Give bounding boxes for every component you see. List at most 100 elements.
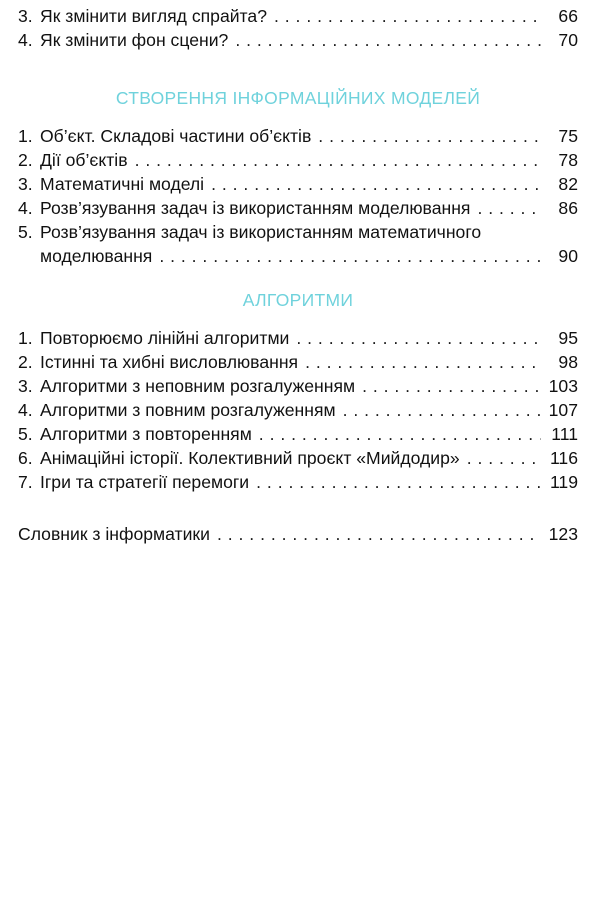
toc-entry-title: Математичні моделі [40, 174, 205, 194]
toc-entry-page: 111 [551, 424, 578, 444]
toc-entry-page: 66 [558, 6, 578, 26]
toc-entry-number: 7. [18, 472, 33, 492]
toc-entry-number: 3. [18, 174, 33, 194]
toc-entry-body: Ігри та стратегії перемоги 119 [40, 470, 578, 494]
dot-leader [305, 354, 541, 372]
toc-entry[interactable]: 3. Математичні моделі 82 [18, 172, 578, 196]
toc-entry[interactable]: 6. Анімаційні історії. Колективний проєк… [18, 446, 578, 470]
toc-entry-number: 4. [18, 198, 33, 218]
toc-entry[interactable]: 5. Алгоритми з повторенням 111 [18, 422, 578, 446]
section-heading: СТВОРЕННЯ ІНФОРМАЦІЙНИХ МОДЕЛЕЙ [115, 88, 481, 108]
toc-entry-page: 78 [558, 150, 578, 170]
dot-leader [477, 200, 541, 218]
toc-entry[interactable]: 4. Як змінити фон сцени? 70 [18, 28, 578, 52]
toc-entry-title: Анімаційні історії. Колективний проєкт «… [40, 448, 460, 468]
toc-entry-title: Ігри та стратегії перемоги [40, 472, 250, 492]
toc-entry-body: Об’єкт. Складові частини об’єктів 75 [40, 124, 578, 148]
toc-entry-page: 95 [558, 328, 578, 348]
toc-entry-glossary[interactable]: Словник з інформатики 123 [18, 522, 578, 546]
toc-entry-body: Анімаційні історії. Колективний проєкт «… [40, 446, 578, 470]
toc-entry[interactable]: 3. Як змінити вигляд спрайта? 66 [18, 4, 578, 28]
toc-entry[interactable]: 1. Об’єкт. Складові частини об’єктів 75 [18, 124, 578, 148]
toc-entry-body: Алгоритми з повторенням 111 [40, 422, 578, 446]
toc-entry-number: 5. [18, 222, 33, 242]
toc-entry-title: Словник з інформатики [18, 524, 210, 544]
dot-leader [343, 402, 541, 420]
dot-leader [135, 152, 541, 170]
toc-entry-body: Розв’язування задач із використанням мод… [40, 196, 578, 220]
toc-entry-title-continued: моделювання [40, 246, 153, 266]
dot-leader [467, 450, 541, 468]
toc-entry-number: 3. [18, 6, 33, 26]
dot-leader [259, 426, 541, 444]
heading-spacer [18, 311, 578, 326]
toc-entry-body: Математичні моделі 82 [40, 172, 578, 196]
toc-entry-title: Алгоритми з неповним розгалуженням [40, 376, 356, 396]
toc-entry-number: 4. [18, 400, 33, 420]
toc-entry-number: 1. [18, 328, 33, 348]
toc-entry[interactable]: 3. Алгоритми з неповним розгалуженням 10… [18, 374, 578, 398]
section-spacer [18, 268, 578, 290]
toc-entry-body: Словник з інформатики 123 [18, 522, 578, 546]
dot-leader [274, 8, 541, 26]
toc-entry-page: 70 [558, 30, 578, 50]
toc-entry-title: Алгоритми з повним розгалуженням [40, 400, 336, 420]
toc-entry-line-2: моделювання 90 [18, 244, 578, 268]
toc-entry-page: 116 [549, 448, 578, 468]
toc-group-continued: 3. Як змінити вигляд спрайта? 66 4. Як з… [18, 4, 578, 52]
toc-entry-title: Дії об’єктів [40, 150, 128, 170]
toc-entry-title: Розв’язування задач із використанням мод… [40, 198, 471, 218]
toc-entry-line-1: 5. Розв’язування задач із використанням … [18, 220, 578, 244]
toc-entry[interactable]: 2. Дії об’єктів 78 [18, 148, 578, 172]
dot-leader [362, 378, 541, 396]
toc-entry-page: 103 [548, 376, 578, 396]
toc-entry[interactable]: 4. Алгоритми з повним розгалуженням 107 [18, 398, 578, 422]
dot-leader [211, 176, 541, 194]
section-heading: АЛГОРИТМИ [242, 290, 354, 310]
toc-entry-page: 98 [558, 352, 578, 372]
toc-entry-page: 119 [549, 472, 578, 492]
toc-entry-title: Повторюємо лінійні алгоритми [40, 328, 290, 348]
toc-group: 1. Об’єкт. Складові частини об’єктів 75 … [18, 124, 578, 268]
toc-entry-body: Алгоритми з повним розгалуженням 107 [40, 398, 578, 422]
toc-entry-title: Об’єкт. Складові частини об’єктів [40, 126, 312, 146]
toc-entry-page: 86 [558, 198, 578, 218]
toc-entry-body: Як змінити фон сцени? 70 [40, 28, 578, 52]
toc-section-algorithms: АЛГОРИТМИ 1. Повторюємо лінійні алгоритм… [18, 290, 578, 494]
toc-group: 1. Повторюємо лінійні алгоритми 95 2. Іс… [18, 326, 578, 494]
toc-entry-number: 5. [18, 424, 33, 444]
toc-entry-body: Дії об’єктів 78 [40, 148, 578, 172]
dot-leader [217, 526, 541, 544]
dot-leader [159, 248, 541, 266]
toc-entry-page: 123 [548, 524, 578, 544]
toc-entry-number: 2. [18, 352, 33, 372]
toc-entry-body: Алгоритми з неповним розгалуженням 103 [40, 374, 578, 398]
toc-entry-page: 107 [548, 400, 578, 420]
toc-entry-page: 90 [558, 246, 578, 266]
toc-entry-title: Розв’язування задач із використанням мат… [40, 222, 482, 242]
toc-entry-body: Повторюємо лінійні алгоритми 95 [40, 326, 578, 350]
dot-leader [296, 330, 541, 348]
dot-leader [256, 474, 541, 492]
toc-entry-title: Як змінити вигляд спрайта? [40, 6, 267, 26]
toc-entry-title: Алгоритми з повторенням [40, 424, 252, 444]
dot-leader [235, 32, 541, 50]
toc-section-informational-models: СТВОРЕННЯ ІНФОРМАЦІЙНИХ МОДЕЛЕЙ 1. Об’єк… [18, 88, 578, 268]
toc-entry[interactable]: 5. Розв’язування задач із використанням … [18, 220, 578, 268]
toc-entry[interactable]: 4. Розв’язування задач із використанням … [18, 196, 578, 220]
toc-entry[interactable]: 1. Повторюємо лінійні алгоритми 95 [18, 326, 578, 350]
toc-entry-title: Істинні та хибні висловлювання [40, 352, 299, 372]
toc-entry-number: 4. [18, 30, 33, 50]
toc-entry[interactable]: 2. Істинні та хибні висловлювання 98 [18, 350, 578, 374]
heading-spacer [18, 109, 578, 124]
toc-entry-number: 3. [18, 376, 33, 396]
toc-entry-body: Істинні та хибні висловлювання 98 [40, 350, 578, 374]
toc-entry-body: Як змінити вигляд спрайта? 66 [40, 4, 578, 28]
toc-entry-number: 6. [18, 448, 33, 468]
section-spacer [18, 52, 578, 88]
toc-entry-number: 1. [18, 126, 33, 146]
toc-entry[interactable]: 7. Ігри та стратегії перемоги 119 [18, 470, 578, 494]
toc-entry-title: Як змінити фон сцени? [40, 30, 229, 50]
dot-leader [318, 128, 541, 146]
